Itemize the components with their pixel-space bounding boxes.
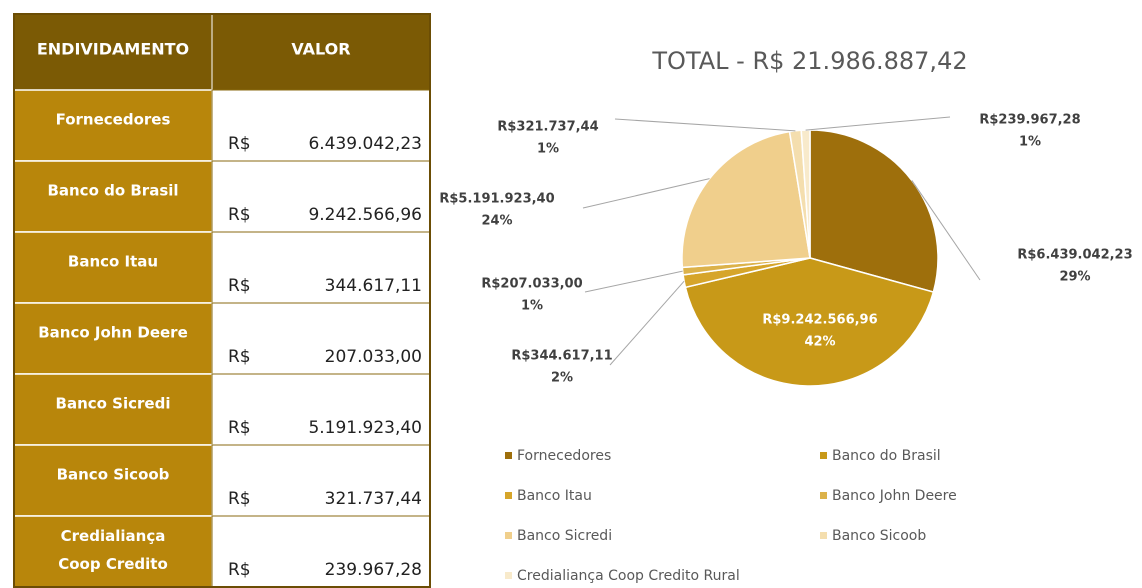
percent-label: 24% [481, 214, 512, 229]
data-label: R$321.737,44 [497, 120, 598, 135]
value-cell [211, 444, 431, 517]
legend-label: Credialiança Coop Credito Rural [517, 568, 740, 584]
percent-label: 29% [1059, 270, 1090, 285]
row-value: 344.617,11 [325, 276, 422, 296]
data-label: R$207.033,00 [481, 277, 582, 292]
data-label: R$239.967,28 [979, 113, 1080, 128]
leader-line [911, 180, 981, 281]
table-border [13, 13, 431, 588]
percent-label: 1% [537, 142, 559, 157]
legend-label: Banco do Brasil [832, 448, 941, 464]
data-label: R$6.439.042,23 [1017, 248, 1132, 263]
value-cell [211, 160, 431, 233]
name-cell [13, 373, 213, 446]
name-cell [13, 160, 213, 233]
row-name: Banco Sicredi [56, 395, 171, 413]
row-value: 207.033,00 [325, 347, 422, 367]
leader-line [805, 116, 951, 131]
row-value: 321.737,44 [325, 489, 422, 509]
row-currency: R$ [228, 347, 251, 367]
legend-swatch [820, 452, 827, 459]
legend-swatch [505, 572, 512, 579]
legend-label: Banco Itau [517, 488, 592, 504]
header-cell: ENDIVIDAMENTO [37, 40, 189, 59]
value-cell [211, 515, 431, 588]
table-header [14, 14, 430, 90]
percent-label: 1% [521, 299, 543, 314]
row-value: 239.967,28 [325, 560, 422, 580]
legend-swatch [820, 492, 827, 499]
name-cell [13, 89, 213, 162]
row-value: 6.439.042,23 [308, 134, 422, 154]
row-name: Banco do Brasil [47, 182, 178, 200]
row-value: 5.191.923,40 [308, 418, 422, 438]
row-currency: R$ [228, 489, 251, 509]
legend-label: Fornecedores [517, 448, 611, 464]
percent-label: 42% [804, 335, 835, 350]
leader-line [582, 178, 710, 209]
row-currency: R$ [228, 134, 251, 154]
data-label: R$5.191.923,40 [439, 192, 554, 207]
legend-swatch [505, 492, 512, 499]
legend-swatch [505, 452, 512, 459]
row-name: Credialiança Coop Credito [58, 527, 168, 573]
legend-label: Banco John Deere [832, 488, 957, 504]
leader-line [609, 280, 685, 366]
row-name: Banco Itau [68, 253, 158, 271]
data-label: R$344.617,11 [511, 349, 612, 364]
legend-swatch [505, 532, 512, 539]
header-cell: VALOR [291, 40, 350, 59]
row-currency: R$ [228, 276, 251, 296]
value-cell [211, 231, 431, 304]
data-label: R$9.242.566,96 [762, 313, 877, 328]
percent-label: 2% [551, 371, 573, 386]
pie-slice [681, 130, 811, 269]
pie-slice [684, 257, 935, 387]
row-currency: R$ [228, 205, 251, 225]
row-value: 9.242.566,96 [308, 205, 422, 225]
legend-label: Banco Sicoob [832, 528, 926, 544]
percent-label: 1% [1019, 135, 1041, 150]
legend-label: Banco Sicredi [517, 528, 612, 544]
leader-line [584, 270, 683, 293]
leader-line [614, 118, 796, 132]
value-cell [211, 373, 431, 446]
row-currency: R$ [228, 418, 251, 438]
legend-swatch [820, 532, 827, 539]
row-name: Banco Sicoob [57, 466, 170, 484]
row-name: Fornecedores [56, 111, 171, 129]
row-currency: R$ [228, 560, 251, 580]
chart-title: TOTAL - R$ 21.986.887,42 [651, 47, 967, 75]
row-name: Banco John Deere [38, 324, 188, 342]
